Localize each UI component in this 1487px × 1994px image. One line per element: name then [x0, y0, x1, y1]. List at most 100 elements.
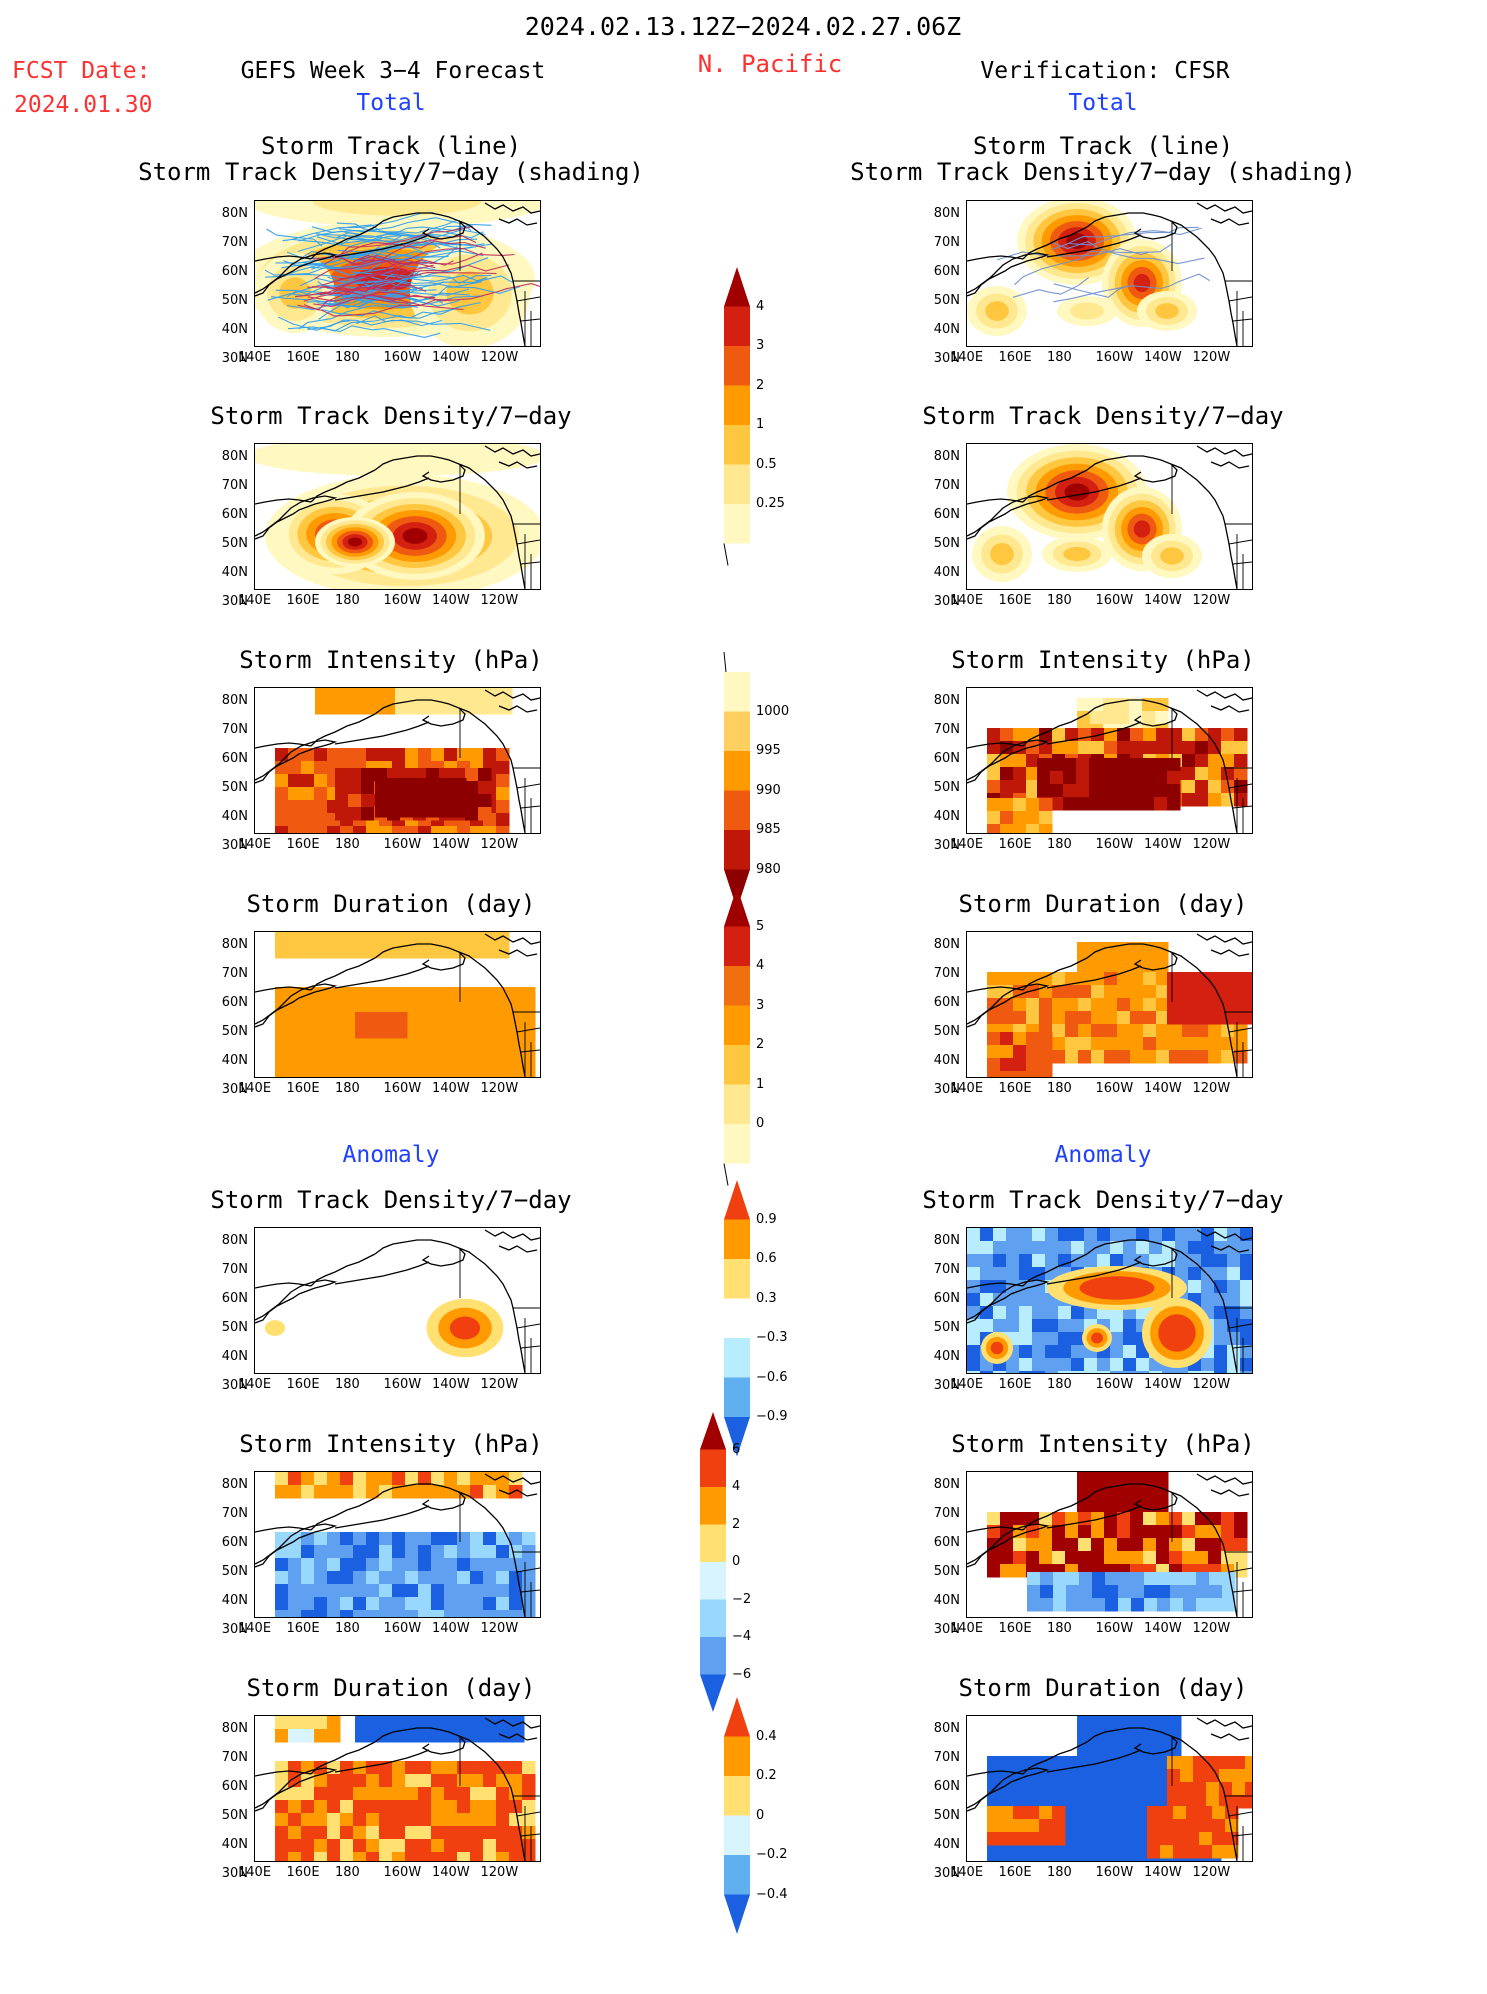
lat-label: 60N: [933, 1291, 960, 1306]
map-duration-anomaly-right: [966, 1715, 1253, 1862]
lon-label: 140E: [950, 1865, 984, 1880]
map-density-right: [966, 443, 1253, 590]
lon-label: 160E: [998, 350, 1032, 365]
lon-label: 140W: [1144, 1865, 1182, 1880]
title-intensity-anom-left: Storm Intensity (hPa): [239, 1430, 543, 1458]
lon-label: 140W: [432, 837, 470, 852]
lon-label: 120W: [480, 1865, 519, 1880]
lon-label: 140W: [432, 1621, 470, 1636]
lon-label: 140W: [1144, 593, 1182, 608]
lon-label: 140E: [238, 350, 272, 365]
lat-label: 70N: [933, 1506, 960, 1521]
colorbar-label: 985: [756, 822, 781, 837]
lon-label: 180: [335, 1621, 360, 1636]
lon-label: 140W: [1144, 350, 1182, 365]
lat-label: 40N: [933, 565, 960, 580]
lat-label: 70N: [933, 966, 960, 981]
lon-label: 160W: [1095, 350, 1134, 365]
colorbar-label: 990: [756, 782, 781, 798]
title-density-anom-left: Storm Track Density/7−day: [210, 1186, 572, 1214]
lon-label: 160W: [383, 1377, 422, 1392]
colorbar-label: 2: [732, 1516, 741, 1532]
lat-label: 30N: [933, 1082, 960, 1097]
lon-label: 140W: [1144, 1377, 1182, 1392]
lon-label: 160E: [286, 837, 320, 852]
lon-label: 180: [1047, 1621, 1072, 1636]
lat-label: 50N: [933, 1024, 960, 1039]
lon-label: 160E: [286, 1081, 320, 1096]
lat-label: 50N: [933, 536, 960, 551]
lat-label: 50N: [221, 1024, 248, 1039]
lat-label: 70N: [933, 478, 960, 493]
fcst-date-label: FCST Date:: [12, 58, 151, 84]
map-intensity-left: [254, 687, 541, 834]
lat-label: 40N: [221, 1349, 248, 1364]
colorbar-label: 0.6: [756, 1251, 777, 1266]
colorbar-label: 0: [756, 1807, 765, 1823]
lon-label: 160E: [998, 1621, 1032, 1636]
lat-label: 70N: [221, 235, 248, 250]
forecast-period: 2024.02.13.12Z−2024.02.27.06Z: [524, 12, 962, 41]
lon-label: 120W: [1192, 1377, 1231, 1392]
lat-label: 50N: [933, 1320, 960, 1335]
lon-label: 160W: [383, 350, 422, 365]
lat-label: 50N: [933, 1564, 960, 1579]
colorbar-label: 6: [732, 1441, 741, 1457]
colorbar-label: −2: [732, 1591, 752, 1607]
colorbar-label: 0.25: [756, 496, 785, 511]
title-intensity-left: Storm Intensity (hPa): [239, 646, 543, 674]
colorbar-label: 5: [756, 918, 765, 934]
lat-label: 30N: [221, 1622, 248, 1637]
lat-label: 30N: [221, 1082, 248, 1097]
lon-label: 160E: [998, 1865, 1032, 1880]
colorbar-label: 995: [756, 743, 781, 758]
colorbar-label: 3: [756, 997, 765, 1013]
lat-label: 40N: [933, 1053, 960, 1068]
map-duration-right: [966, 931, 1253, 1078]
lon-label: 180: [1047, 1865, 1072, 1880]
map-intensity-anomaly-left: [254, 1471, 541, 1618]
lat-label: 70N: [933, 1750, 960, 1765]
lat-label: 40N: [221, 1593, 248, 1608]
colorbar-label: −0.9: [756, 1409, 788, 1424]
lat-label: 50N: [221, 1320, 248, 1335]
lon-label: 160W: [1095, 1865, 1134, 1880]
lon-label: 120W: [480, 1081, 519, 1096]
lon-label: 160W: [383, 1865, 422, 1880]
lat-label: 50N: [221, 1564, 248, 1579]
lon-label: 160E: [286, 350, 320, 365]
colorbar-label: −6: [732, 1666, 752, 1682]
lat-label: 80N: [933, 1721, 960, 1736]
lon-label: 180: [1047, 837, 1072, 852]
map-density-left: [254, 443, 541, 590]
lat-label: 30N: [933, 594, 960, 609]
title-intensity-anom-right: Storm Intensity (hPa): [951, 1430, 1255, 1458]
map-track-left: [254, 200, 541, 347]
lat-label: 30N: [221, 594, 248, 609]
lat-label: 30N: [221, 838, 248, 853]
colorbar-label: 980: [756, 861, 781, 877]
lon-label: 180: [1047, 350, 1072, 365]
lat-label: 40N: [933, 322, 960, 337]
colorbar-label: 3: [756, 338, 765, 353]
lat-label: 60N: [933, 751, 960, 766]
lat-label: 60N: [933, 995, 960, 1010]
colorbar-label: −0.3: [756, 1330, 788, 1345]
lat-label: 60N: [221, 1535, 248, 1550]
lon-label: 160W: [1095, 593, 1134, 608]
lon-label: 160E: [286, 1621, 320, 1636]
colorbar-label: 0.3: [756, 1290, 777, 1306]
lat-label: 40N: [933, 1593, 960, 1608]
lat-label: 40N: [933, 1837, 960, 1852]
lon-label: 140E: [238, 1377, 272, 1392]
lat-label: 80N: [221, 1721, 248, 1736]
lon-label: 140W: [432, 1377, 470, 1392]
lon-label: 120W: [1192, 1621, 1231, 1636]
lon-label: 120W: [1192, 593, 1231, 608]
right-column-title: Verification: CFSR: [980, 58, 1230, 84]
lon-label: 120W: [1192, 1865, 1231, 1880]
lat-label: 40N: [933, 809, 960, 824]
lat-label: 50N: [221, 1808, 248, 1823]
lat-label: 50N: [933, 780, 960, 795]
lon-label: 180: [335, 1865, 360, 1880]
